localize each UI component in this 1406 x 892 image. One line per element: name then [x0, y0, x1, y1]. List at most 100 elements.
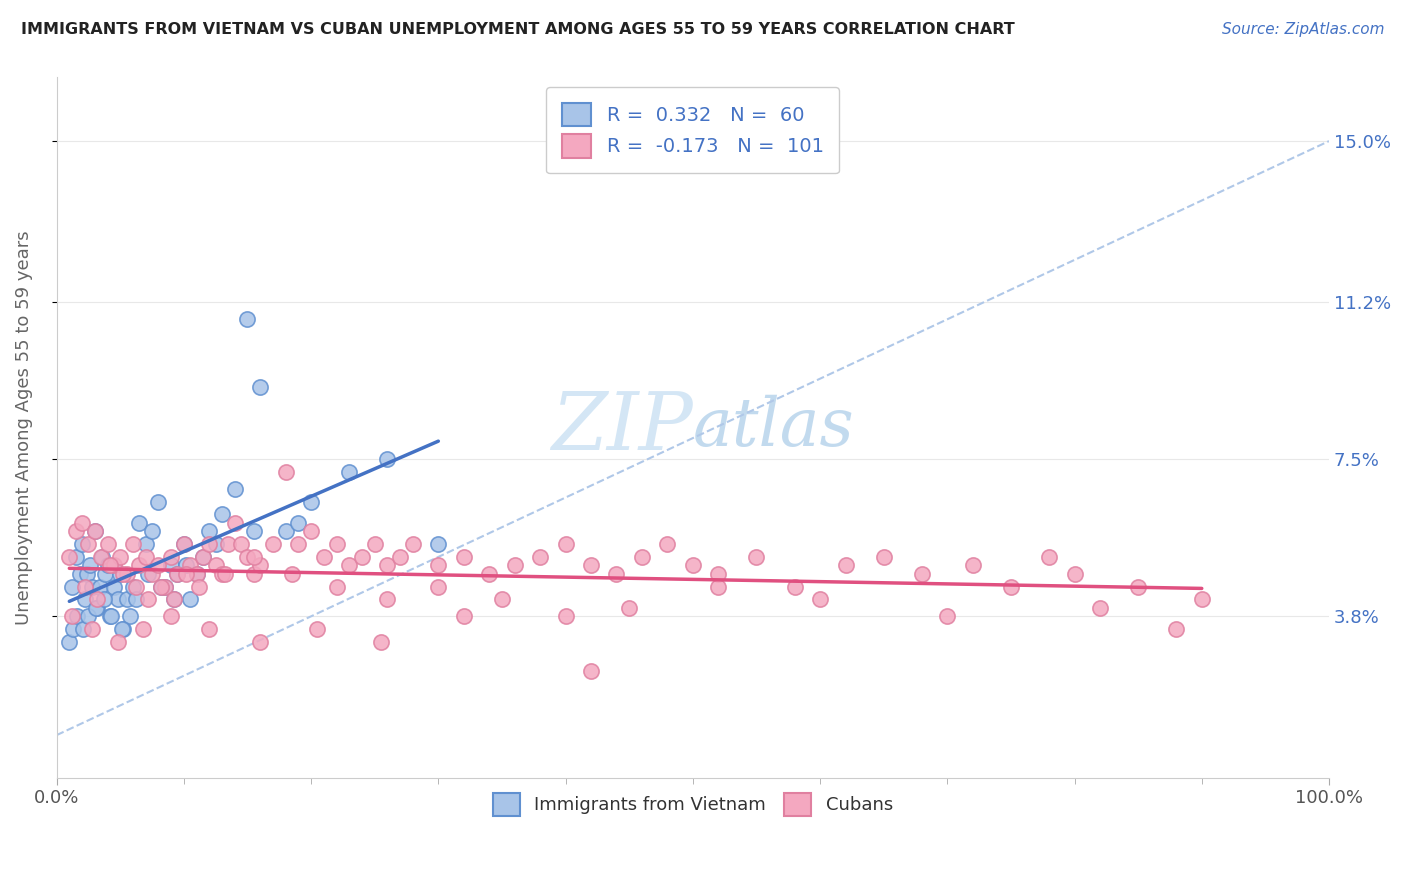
Point — [111, 622, 134, 636]
Point — [103, 558, 125, 573]
Point — [554, 609, 576, 624]
Point — [62, 622, 84, 636]
Point — [503, 558, 526, 573]
Point — [86, 600, 108, 615]
Point — [936, 609, 959, 624]
Point — [217, 537, 239, 551]
Point — [188, 580, 211, 594]
Point — [163, 592, 186, 607]
Point — [96, 558, 118, 573]
Point — [166, 566, 188, 581]
Point — [153, 580, 176, 594]
Point — [166, 566, 188, 581]
Point — [110, 622, 132, 636]
Point — [148, 495, 170, 509]
Point — [72, 622, 94, 636]
Point — [135, 549, 157, 564]
Point — [389, 549, 412, 564]
Point — [111, 566, 134, 581]
Text: IMMIGRANTS FROM VIETNAM VS CUBAN UNEMPLOYMENT AMONG AGES 55 TO 59 YEARS CORRELAT: IMMIGRANTS FROM VIETNAM VS CUBAN UNEMPLO… — [21, 22, 1015, 37]
Point — [204, 558, 226, 573]
Point — [128, 516, 150, 530]
Point — [93, 592, 115, 607]
Point — [58, 634, 80, 648]
Point — [911, 566, 934, 581]
Point — [98, 609, 121, 624]
Point — [83, 524, 105, 539]
Point — [198, 622, 221, 636]
Point — [307, 622, 329, 636]
Point — [96, 537, 118, 551]
Point — [132, 622, 155, 636]
Point — [249, 558, 271, 573]
Point — [107, 592, 129, 607]
Point — [657, 537, 679, 551]
Point — [191, 549, 214, 564]
Point — [1063, 566, 1085, 581]
Point — [149, 580, 172, 594]
Point — [120, 609, 142, 624]
Point — [1126, 580, 1149, 594]
Point — [707, 566, 730, 581]
Point — [98, 558, 121, 573]
Text: atlas: atlas — [693, 395, 855, 460]
Point — [274, 465, 297, 479]
Point — [191, 549, 214, 564]
Point — [70, 537, 93, 551]
Point — [110, 549, 132, 564]
Point — [163, 592, 186, 607]
Point — [299, 524, 322, 539]
Point — [94, 566, 117, 581]
Point — [962, 558, 984, 573]
Point — [136, 592, 159, 607]
Point — [377, 592, 399, 607]
Point — [65, 549, 87, 564]
Point — [73, 580, 96, 594]
Point — [73, 592, 96, 607]
Point — [337, 558, 360, 573]
Point — [631, 549, 654, 564]
Point — [453, 549, 475, 564]
Point — [427, 558, 450, 573]
Point — [79, 558, 101, 573]
Point — [808, 592, 831, 607]
Point — [176, 566, 198, 581]
Point — [160, 558, 183, 573]
Point — [179, 592, 201, 607]
Point — [249, 634, 271, 648]
Point — [1038, 549, 1060, 564]
Point — [141, 524, 163, 539]
Point — [224, 516, 246, 530]
Point — [299, 495, 322, 509]
Point — [148, 558, 170, 573]
Point — [224, 482, 246, 496]
Point — [243, 524, 266, 539]
Point — [274, 524, 297, 539]
Point — [287, 537, 309, 551]
Point — [173, 537, 195, 551]
Point — [124, 580, 146, 594]
Point — [186, 566, 208, 581]
Point — [90, 549, 112, 564]
Point — [579, 558, 602, 573]
Point — [605, 566, 627, 581]
Legend: Immigrants from Vietnam, Cubans: Immigrants from Vietnam, Cubans — [484, 784, 901, 824]
Point — [529, 549, 551, 564]
Point — [160, 549, 183, 564]
Point — [364, 537, 387, 551]
Point — [453, 609, 475, 624]
Point — [124, 592, 146, 607]
Point — [427, 580, 450, 594]
Point — [281, 566, 304, 581]
Point — [214, 566, 236, 581]
Point — [60, 580, 83, 594]
Point — [122, 580, 145, 594]
Point — [243, 549, 266, 564]
Point — [243, 566, 266, 581]
Point — [58, 549, 80, 564]
Point — [186, 566, 208, 581]
Point — [70, 516, 93, 530]
Point — [149, 580, 172, 594]
Point — [100, 609, 122, 624]
Point — [198, 524, 221, 539]
